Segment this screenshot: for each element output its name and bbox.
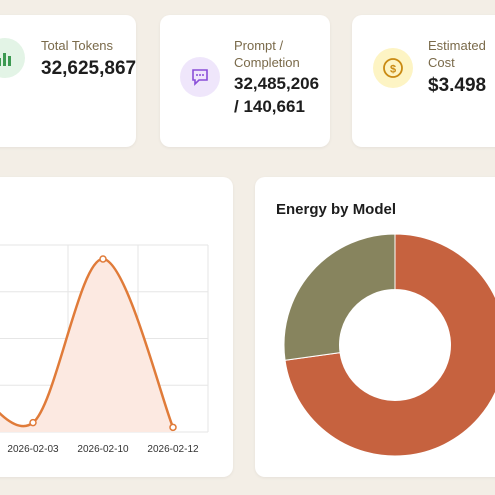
point (29, 418, 37, 427)
card-value: 32,485,206 / 140,661 (234, 74, 320, 116)
x-tick-label: 2026-02-12 (147, 444, 199, 455)
card-total-tokens: Total Tokens 32,625,867 (0, 15, 136, 147)
svg-text:$: $ (390, 64, 396, 76)
slice (283, 233, 396, 361)
icon (180, 57, 220, 97)
pie-chart: Energy by Model (276, 201, 495, 457)
card-label: Estimated Cost (428, 38, 486, 70)
card-prompt-completion: Prompt / Completion 32,485,206 / 140,661 (160, 15, 330, 147)
line (0, 257, 175, 428)
card-label: Prompt / Completion (234, 38, 300, 70)
coin-icon: $ (383, 58, 403, 78)
x-tick-label: 2026-02-10 (77, 444, 129, 455)
area (0, 259, 173, 432)
icon (0, 38, 25, 78)
icon: $ (373, 48, 413, 88)
point (169, 423, 177, 432)
chart-title: Energy by Model (276, 201, 396, 218)
card-estimated-cost: $ Estimated Cost $3.498 (352, 15, 495, 147)
slice (284, 233, 495, 457)
x-tick-label: 2026-02-03 (7, 444, 59, 455)
chart-icon (0, 53, 11, 66)
point (99, 255, 107, 263)
card-label: Total Tokens (41, 38, 114, 53)
chat-icon (192, 69, 208, 86)
card-value: $3.498 (428, 75, 487, 96)
card-value: 32,625,867 (41, 58, 137, 79)
line-chart: 2026-02-03 2026-02-10 2026-02-12 (0, 244, 209, 455)
